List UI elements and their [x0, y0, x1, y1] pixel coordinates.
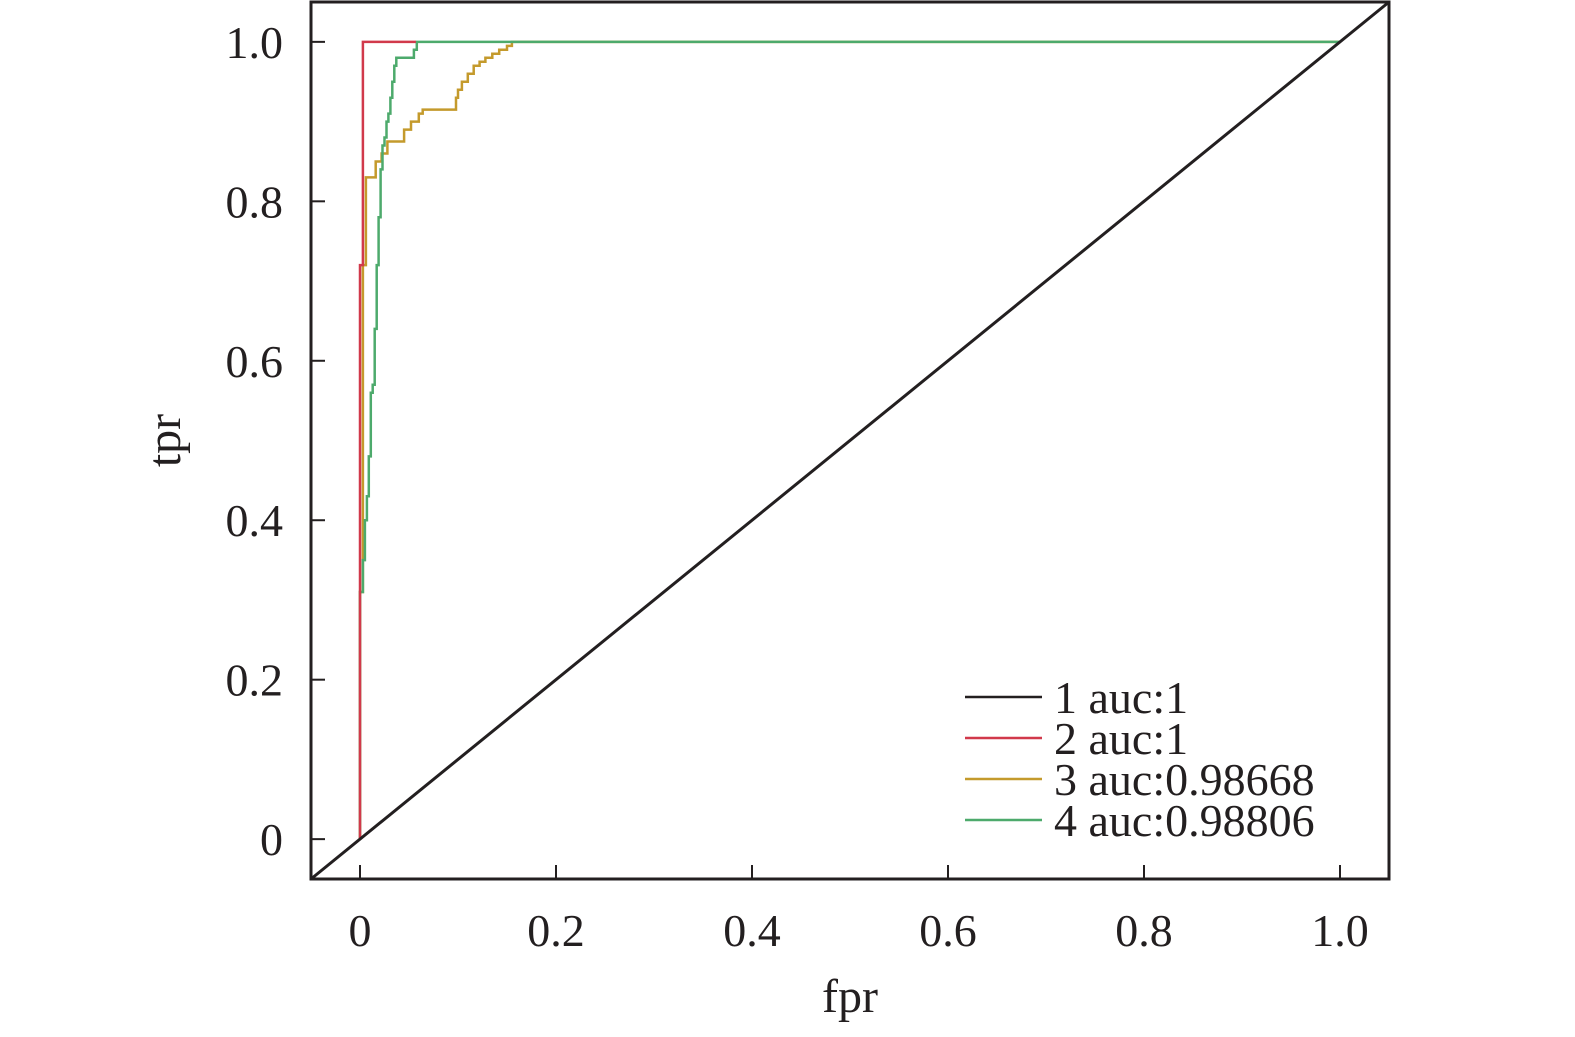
legend-label-1: 1 auc:1: [1054, 672, 1188, 723]
series-line-1: [310, 0, 1390, 881]
legend-label-2: 2 auc:1: [1054, 713, 1188, 764]
series-lines: [310, 0, 1390, 881]
plot-frame: [309, 0, 1391, 881]
y-tick-label: 0.6: [226, 336, 284, 387]
x-tick-label: 1.0: [1311, 905, 1369, 956]
x-tick-label: 0.2: [527, 905, 585, 956]
series-line-2: [358, 40, 416, 840]
y-axis-title: tpr: [138, 414, 191, 467]
legend-label-3: 3 auc:0.98668: [1054, 754, 1315, 805]
y-tick-label: 0.2: [226, 655, 284, 706]
x-axis-title: fpr: [822, 970, 878, 1023]
x-tick-label: 0.4: [723, 905, 781, 956]
y-tick-label: 0.8: [226, 176, 284, 227]
legend-label-4: 4 auc:0.98806: [1054, 795, 1315, 846]
x-tick-label: 0.8: [1115, 905, 1173, 956]
y-tick-label: 1.0: [226, 17, 284, 68]
x-tick-label: 0: [349, 905, 372, 956]
axes: 0 0.2 0.4 0.6 0.8 1.0 0 0.2 0.4 0.6 0.8 1.0: [226, 17, 1369, 956]
y-tick-label: 0: [260, 814, 283, 865]
y-tick-label: 0.4: [226, 495, 284, 546]
series-line-4: [358, 40, 1340, 840]
x-tick-label: 0.6: [919, 905, 977, 956]
series-line-3: [358, 40, 1340, 840]
